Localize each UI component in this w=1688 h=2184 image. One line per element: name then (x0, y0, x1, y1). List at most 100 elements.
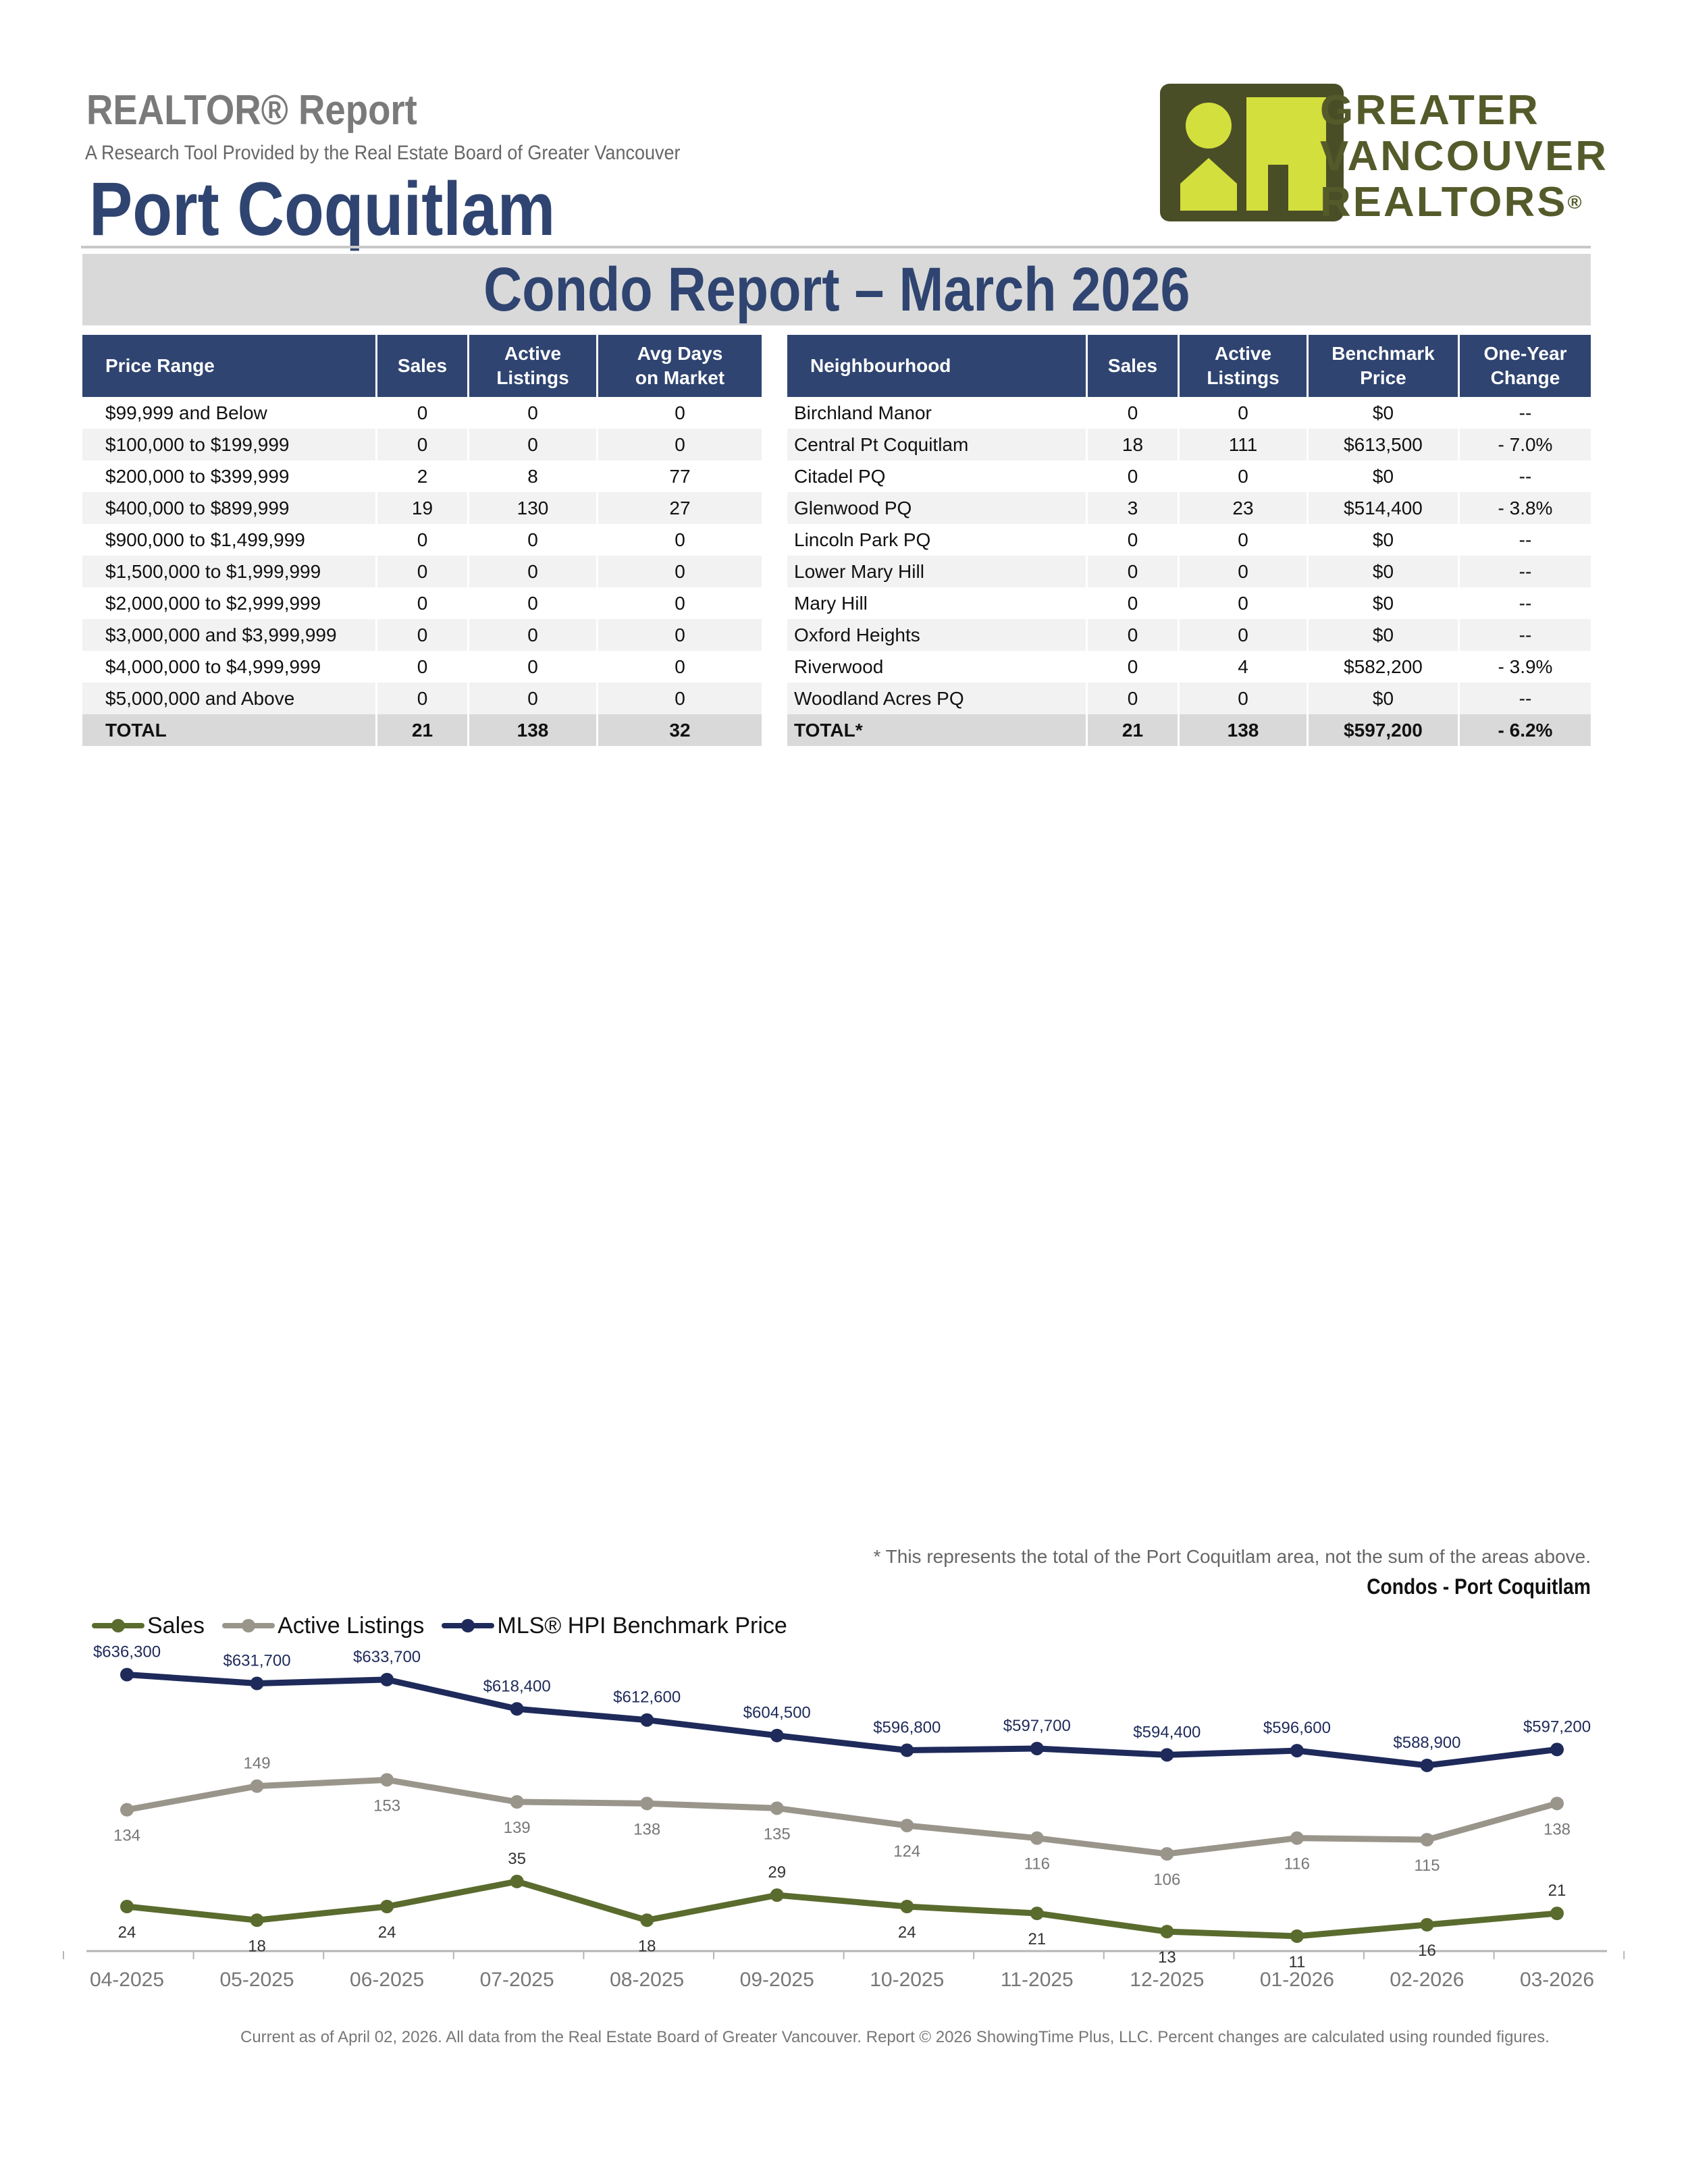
data-label: $631,700 (223, 1652, 290, 1670)
table-cell: 130 (469, 492, 598, 524)
legend-swatch-sales (89, 1612, 147, 1639)
report-subtitle: A Research Tool Provided by the Real Est… (85, 142, 681, 164)
data-label: 106 (1153, 1871, 1180, 1889)
data-label: $597,200 (1523, 1717, 1591, 1736)
table-cell: 0 (377, 587, 469, 619)
table-cell: -- (1519, 402, 1532, 423)
data-point (380, 1773, 394, 1787)
table-row: $100,000 to $199,999 0 0 0 (82, 429, 762, 460)
table-cell: 0 (469, 651, 598, 683)
data-label: 135 (764, 1825, 791, 1843)
table-row: $200,000 to $399,999 2 8 77 (82, 460, 762, 492)
table-cell: 0 (1180, 397, 1309, 429)
table-cell: Birchland Manor (787, 397, 1088, 429)
table-cell: 0 (469, 429, 598, 460)
table-cell: $100,000 to $199,999 (82, 429, 377, 460)
total-cell: $597,200 (1309, 714, 1460, 746)
table-cell: $5,000,000 and Above (82, 683, 377, 714)
report-banner-title: Condo Report – March 2026 (483, 255, 1190, 324)
table-cell: 0 (377, 619, 469, 651)
total-cell: 138 (469, 714, 598, 746)
data-point (640, 1796, 654, 1811)
neighbourhood-table: Neighbourhood Sales Active Listings Benc… (787, 335, 1591, 746)
table-cell: -- (1519, 465, 1532, 487)
table-cell: 0 (1088, 587, 1180, 619)
table-cell: 111 (1180, 429, 1309, 460)
table-cell: 0 (1180, 556, 1309, 587)
data-point (900, 1819, 914, 1832)
x-tick-label: 03-2026 (1520, 1969, 1594, 1991)
legend-item-active-listings: Active Listings (219, 1612, 424, 1639)
data-label: $636,300 (93, 1643, 161, 1661)
table-row: Central Pt Coquitlam 18 111 $613,500- 7.0% (787, 429, 1591, 460)
data-point (900, 1743, 914, 1757)
data-point (1290, 1831, 1304, 1845)
column-header-sales: Sales (1088, 335, 1180, 397)
data-point (510, 1795, 524, 1809)
table-cell: $514,400 (1309, 492, 1460, 524)
data-label: 13 (1158, 1948, 1176, 1967)
data-point (1160, 1748, 1174, 1762)
data-label: $588,900 (1393, 1734, 1460, 1752)
table-cell: Oxford Heights (787, 619, 1088, 651)
column-header-avg-days: Avg Days on Market (598, 335, 762, 397)
table-cell: 0 (1180, 683, 1309, 714)
table-cell: 0 (469, 556, 598, 587)
table-cell: 8 (469, 460, 598, 492)
table-cell: $0 (1309, 587, 1460, 619)
table-row: $4,000,000 to $4,999,999 0 0 0 (82, 651, 762, 683)
column-header-neighbourhood: Neighbourhood (787, 335, 1088, 397)
data-point (1550, 1907, 1564, 1921)
data-point (770, 1728, 784, 1742)
table-row: $2,000,000 to $2,999,999 0 0 0 (82, 587, 762, 619)
data-point (120, 1668, 134, 1682)
data-label: 138 (633, 1820, 660, 1838)
data-label: $596,800 (873, 1719, 941, 1737)
column-header-one-year-change: One-Year Change (1460, 335, 1591, 397)
data-point (380, 1900, 394, 1913)
data-point (640, 1913, 654, 1927)
legend-item-sales: Sales (89, 1612, 205, 1639)
table-cell: 0 (598, 556, 762, 587)
table-row: Mary Hill 0 0 $0 -- (787, 587, 1591, 619)
data-point (1290, 1744, 1304, 1758)
data-point (770, 1888, 784, 1902)
x-tick-label: 06-2025 (350, 1969, 424, 1991)
legend-label-active-listings: Active Listings (278, 1612, 425, 1639)
table-cell: 0 (1180, 460, 1309, 492)
data-point (120, 1900, 134, 1913)
legend-swatch-active-listings (219, 1612, 278, 1639)
data-label: $633,700 (353, 1648, 421, 1666)
data-point (250, 1779, 264, 1793)
table-row: $400,000 to $899,999 19 130 27 (82, 492, 762, 524)
data-source-note: Current as of April 02, 2026. All data f… (240, 2028, 1550, 2046)
table-cell: Glenwood PQ (787, 492, 1088, 524)
table-cell: $0 (1309, 524, 1460, 556)
total-cell: 32 (598, 714, 762, 746)
table-cell: 0 (598, 619, 762, 651)
table-cell: 0 (469, 587, 598, 619)
report-banner: Condo Report – March 2026 (82, 254, 1591, 325)
table-cell: 0 (1088, 524, 1180, 556)
data-label: 24 (118, 1923, 136, 1942)
logo-line-2: VANCOUVER (1320, 133, 1608, 180)
table-cell: 0 (377, 429, 469, 460)
legend-item-benchmark-price: MLS® HPI Benchmark Price (439, 1612, 787, 1639)
data-point (380, 1672, 394, 1686)
table-cell: Central Pt Coquitlam (787, 429, 1088, 460)
data-point (120, 1803, 134, 1817)
data-label: 124 (893, 1842, 920, 1861)
table-cell: $0 (1309, 556, 1460, 587)
data-point (1030, 1907, 1044, 1921)
table-row: $3,000,000 and $3,999,999 0 0 0 (82, 619, 762, 651)
table-cell: Citadel PQ (787, 460, 1088, 492)
logo-line-1: GREATER (1320, 87, 1540, 134)
column-header-sales: Sales (377, 335, 469, 397)
data-point (250, 1676, 264, 1690)
total-cell: TOTAL (82, 714, 377, 746)
table-cell: 0 (377, 651, 469, 683)
table-cell: -- (1460, 619, 1591, 651)
x-tick-label: 12-2025 (1130, 1969, 1204, 1991)
data-point (250, 1913, 264, 1927)
